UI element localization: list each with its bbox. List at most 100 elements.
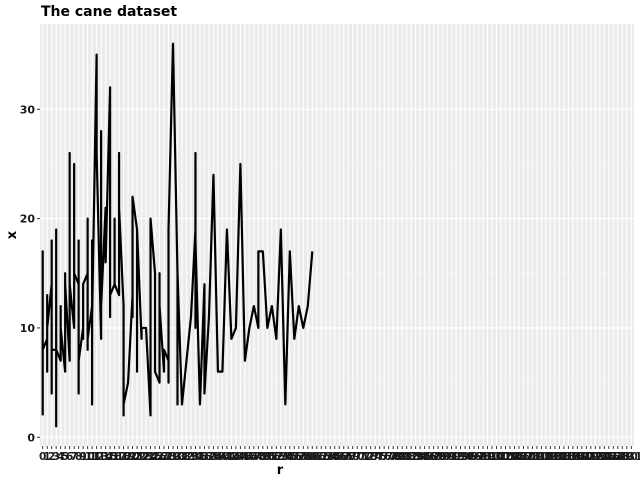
x-tick-label: 59 [300,451,315,463]
x-tick-label: 128 [607,451,629,463]
x-tick-label: 97 [471,451,486,463]
y-axis: 0 10 20 30 [20,103,40,444]
x-tick-label: 20 [125,451,140,463]
x-tick-label: 56 [287,451,302,463]
x-tick-label: 99 [480,451,495,463]
x-tick-label: 29 [166,451,181,463]
x-tick-label: 112 [535,451,557,463]
x-tick-label: 36 [197,451,212,463]
x-tick-label: 0 [39,451,46,463]
chart-title: The cane dataset [41,4,177,20]
x-tick-label: 64 [323,451,338,463]
line-layer [41,42,314,428]
x-tick-label: 1 [44,451,51,463]
x-tick-label: 69 [345,451,360,463]
x-tick-label: 61 [309,451,324,463]
x-tick-label: 111 [530,451,552,463]
x-tick-label: 12 [89,451,104,463]
x-tick-label: 127 [602,451,624,463]
x-tick-label: 90 [440,451,455,463]
x-tick-label: 55 [283,451,298,463]
x-tick-label: 98 [476,451,491,463]
x-tick-label: 33 [184,451,199,463]
x-tick-label: 6 [66,451,73,463]
x-tick-label: 73 [363,451,378,463]
x-tick-label: 68 [341,451,356,463]
x-tick-label: 88 [431,451,446,463]
y-tick-label: 0 [27,431,35,444]
x-tick-label: 123 [584,451,606,463]
x-tick-label: 43 [229,451,244,463]
x-tick-label: 37 [202,451,217,463]
y-tick-label: 20 [20,213,36,226]
x-tick-label: 82 [404,451,419,463]
x-tick-label: 115 [548,451,570,463]
y-tick-label: 10 [20,322,36,335]
x-tick-label: 13 [94,451,109,463]
x-tick-label: 54 [278,451,293,463]
x-tick-label: 95 [462,451,477,463]
x-tick-label: 46 [242,451,257,463]
x-tick-label: 25 [148,451,163,463]
x-tick-label: 8 [75,451,82,463]
x-tick-label: 44 [233,451,248,463]
x-tick-label: 34 [188,451,203,463]
x-tick-label: 30 [170,451,185,463]
x-tick-label: 40 [215,451,230,463]
x-tick-label: 119 [566,451,588,463]
x-tick-label: 18 [116,451,131,463]
x-tick-label: 39 [211,451,226,463]
x-tick-label: 131 [620,451,640,463]
x-axis-title: r [277,463,284,478]
x-tick-label: 81 [399,451,414,463]
x-tick-label: 83 [408,451,423,463]
x-tick-label: 38 [206,451,221,463]
x-tick-label: 129 [611,451,633,463]
x-tick-label: 63 [318,451,333,463]
x-tick-label: 48 [251,451,266,463]
x-tick-label: 52 [269,451,284,463]
x-tick-label: 22 [134,451,149,463]
x-tick-label: 42 [224,451,239,463]
x-tick-label: 31 [175,451,190,463]
x-tick-label: 19 [121,451,136,463]
x-tick-label: 101 [486,451,508,463]
x-tick-label: 15 [103,451,118,463]
x-tick-label: 7 [70,451,77,463]
x-tick-label: 14 [98,451,113,463]
x-tick-label: 21 [130,451,145,463]
x-tick-label: 65 [327,451,342,463]
x-tick-label: 104 [499,451,521,463]
x-tick-label: 122 [580,451,602,463]
x-tick-label: 89 [435,451,450,463]
x-tick-label: 75 [372,451,387,463]
x-tick-label: 32 [179,451,194,463]
x-tick-label: 126 [598,451,620,463]
x-tick-label: 108 [517,451,539,463]
x-tick-label: 86 [422,451,437,463]
x-tick-label: 114 [544,451,566,463]
x-tick-label: 110 [526,451,548,463]
x-tick-label: 16 [107,451,122,463]
x-tick-label: 4 [57,451,64,463]
x-tick-label: 74 [368,451,383,463]
x-tick-label: 27 [157,451,172,463]
x-tick-label: 2 [48,451,55,463]
x-axis: 0123456789101112131415161718192021222324… [39,446,640,463]
y-tick-label: 30 [20,103,36,116]
x-tick-label: 118 [562,451,584,463]
x-tick-label: 103 [495,451,517,463]
x-tick-label: 45 [238,451,253,463]
x-tick-label: 116 [553,451,575,463]
x-tick-label: 60 [305,451,320,463]
x-tick-label: 24 [143,451,158,463]
x-tick-label: 67 [336,451,351,463]
x-tick-label: 79 [390,451,405,463]
x-tick-label: 11 [85,451,100,463]
x-tick-label: 78 [386,451,401,463]
x-tick-label: 66 [332,451,347,463]
x-tick-label: 121 [575,451,597,463]
x-tick-label: 17 [112,451,127,463]
x-tick-label: 9 [79,451,86,463]
